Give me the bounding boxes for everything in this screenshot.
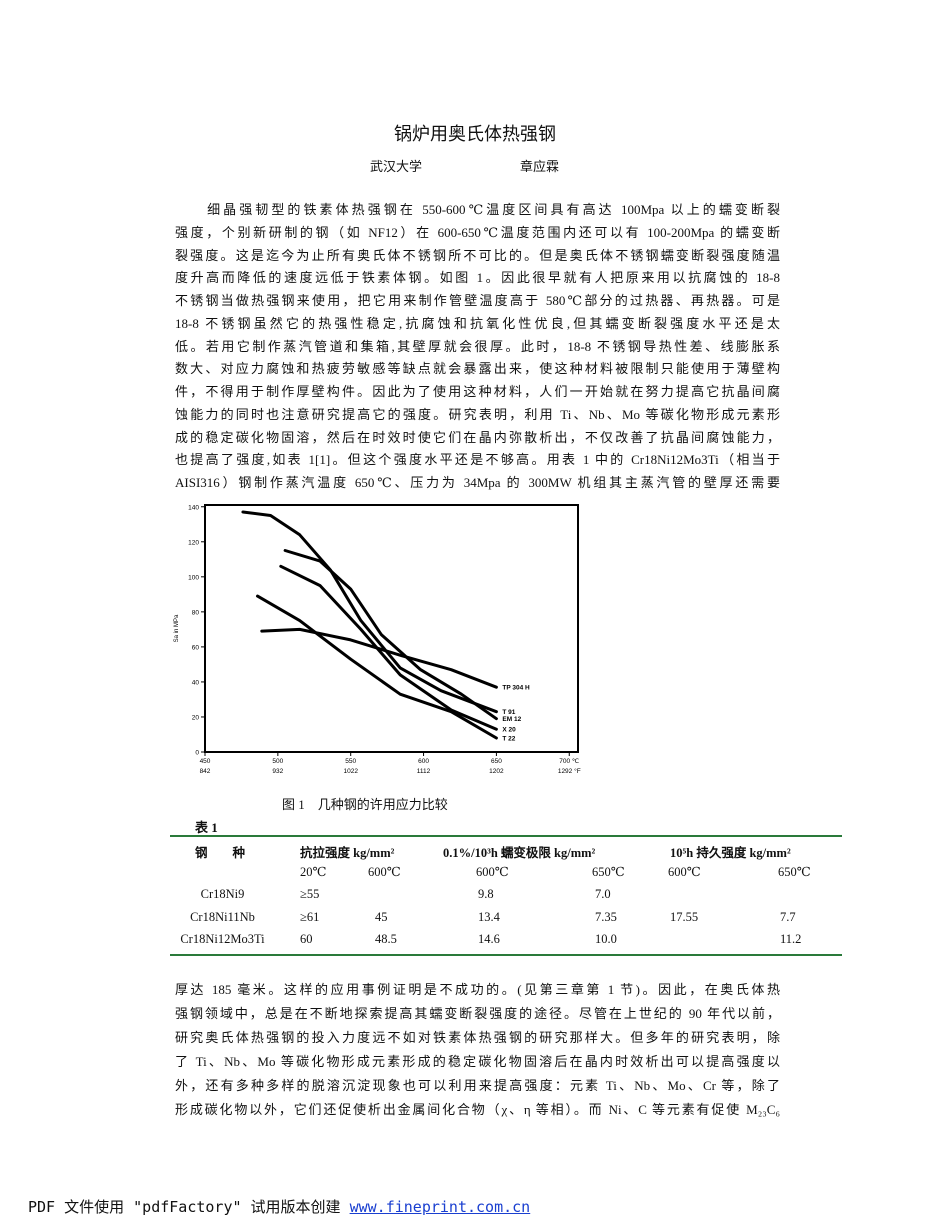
y-tick-label: 0 xyxy=(195,750,199,757)
table-cell: 13.4 xyxy=(478,909,500,924)
series-label: T 91 xyxy=(502,709,515,716)
column-header: 10⁵h 持久强度 kg/mm² xyxy=(670,846,791,860)
title: 锅炉用奥氏体热强钢 xyxy=(394,124,556,145)
x-tick-label: 600 xyxy=(418,758,429,765)
text-line: 件，不得用于制作厚壁构件。因此为了使用这种材料，人们一开始就在努力提高它抗晶间腐 xyxy=(175,384,780,399)
text-line: 低。若用它制作蒸汽管道和集箱,其壁厚就会很厚。此时，18-8 不锈钢导热性差、线… xyxy=(175,338,780,354)
column-subheader: 600℃ xyxy=(368,865,401,879)
footer: PDF 文件使用 "pdfFactory" 试用版本创建 www.finepri… xyxy=(28,1196,530,1217)
text-line: 蚀能力的同时也注意研究提高它的强度。研究表明，利用 Ti、Nb、Mo 等碳化物形… xyxy=(175,406,780,422)
table-cell: ≥55 xyxy=(300,887,320,901)
x-tick-label: 700 ℃ xyxy=(559,758,580,765)
series-label: X 20 xyxy=(502,727,516,734)
series-line xyxy=(256,594,498,740)
x-tick-label: 550 xyxy=(345,758,356,765)
table-cell: Cr18Ni11Nb xyxy=(190,909,255,924)
plot-frame xyxy=(204,504,579,753)
series-line xyxy=(241,510,498,714)
table-cell: 45 xyxy=(375,909,388,924)
text-line: 度升高而降低的速度远低于铁素体钢。如图 1。因此很早就有人把原来用以抗腐蚀的 1… xyxy=(175,270,780,286)
y-axis-label: Sa in MPa xyxy=(174,614,180,642)
column-header: 抗拉强度 kg/mm² xyxy=(300,846,395,860)
text-line: 也提高了强度,如表 1[1]。但这个强度水平还是不够高。用表 1 中的 Cr18… xyxy=(175,452,780,468)
table-cell: 14.6 xyxy=(478,932,500,946)
x2-tick-label: 1022 xyxy=(343,768,358,775)
series-line xyxy=(279,564,498,731)
series-label: EM 12 xyxy=(502,716,521,723)
x2-tick-label: 1202 xyxy=(489,768,504,775)
y-tick-label: 100 xyxy=(188,574,199,581)
series-label: TP 304 H xyxy=(502,685,530,692)
table-cell: 9.8 xyxy=(478,887,494,901)
table-cell: Cr18Ni12Mo3Ti xyxy=(180,932,265,946)
x2-tick-label: 932 xyxy=(272,768,283,775)
table-cell: 7.35 xyxy=(595,909,617,924)
x-tick-label: 500 xyxy=(272,758,283,765)
text-line: 研究奥氏体热强钢的投入力度远不如对铁素体热强钢的研究那样大。但多年的研究表明，除 xyxy=(175,1030,780,1045)
column-subheader: 600℃ xyxy=(476,865,509,879)
column-header: 钢 种 xyxy=(195,846,246,860)
table-cell: ≥61 xyxy=(300,909,320,924)
series-line xyxy=(283,549,498,721)
table-rule xyxy=(170,835,842,837)
y-tick-label: 20 xyxy=(192,714,200,721)
text-line: 了 Ti、Nb、Mo 等碳化物形成元素形成的稳定碳化物固溶后在晶内时效析出可以提… xyxy=(175,1054,780,1069)
table-cell: 10.0 xyxy=(595,932,617,946)
table-cell: 48.5 xyxy=(375,932,397,946)
table-cell: 11.2 xyxy=(780,932,802,946)
column-subheader: 650℃ xyxy=(778,865,811,879)
table-cell: 7.0 xyxy=(595,887,611,901)
y-tick-label: 80 xyxy=(192,609,200,616)
y-tick-label: 60 xyxy=(192,644,200,651)
column-subheader: 650℃ xyxy=(592,865,625,879)
x-tick-label: 450 xyxy=(200,758,211,765)
text-line: AISI316）钢制作蒸汽温度 650℃、压力为 34Mpa 的 300MW 机… xyxy=(175,475,780,490)
y-tick-label: 140 xyxy=(188,504,199,511)
y-tick-label: 40 xyxy=(192,679,200,686)
x2-tick-label: 1292 °F xyxy=(558,767,581,775)
footer-text: PDF 文件使用 "pdfFactory" 试用版本创建 xyxy=(28,1198,341,1216)
text-line: 成的稳定碳化物固溶，然后在时效时使它们在晶内弥散析出，不仅改善了抗晶间腐蚀能力， xyxy=(175,429,780,445)
text-line: 强钢领域中，总是在不断地探索提高其蠕变断裂强度的途径。尽管在上世纪的 90 年代… xyxy=(175,1006,780,1021)
series-label: T 22 xyxy=(502,735,515,742)
footer-link[interactable]: www.fineprint.com.cn xyxy=(349,1198,531,1216)
table-cell: Cr18Ni9 xyxy=(200,887,245,901)
chart: 0 20 40 60 80 100 120 140 450 500 550 600 650 700 ℃ 84… xyxy=(174,504,581,775)
text-line: 强度，个别新研制的钢（如 NF12）在 600-650℃温度范围内还可以有 10… xyxy=(175,224,780,240)
x-tick-label: 650 xyxy=(491,758,502,765)
text-line: 厚达 185 毫米。这样的应用事例证明是不成功的。(见第三章第 1 节)。因此，… xyxy=(175,982,780,997)
text-line: 数大、对应力腐蚀和热疲劳敏感等缺点就会暴露出来，使这种材料被限制只能使用于薄壁构 xyxy=(175,361,780,377)
column-header: 0.1%/10³h 蠕变极限 kg/mm² xyxy=(443,846,596,860)
figure-caption: 图 1 几种钢的许用应力比较 xyxy=(282,797,448,812)
table-cell: 60 xyxy=(300,932,313,946)
column-subheader: 20℃ xyxy=(300,865,327,879)
author: 章应霖 xyxy=(520,159,560,174)
column-subheader: 600℃ xyxy=(668,865,701,879)
text-line: 裂强度。这是迄今为止所有奥氏体不锈钢所不可比的。但是奥氏体不锈钢蠕变断裂强度随温 xyxy=(175,247,780,263)
table-cell: 17.55 xyxy=(670,909,699,924)
text-line: 形成碳化物以外，它们还促使析出金属间化合物（χ、η 等相）。而 Ni、C 等元素… xyxy=(175,1102,780,1117)
text-line: 细晶强韧型的铁素体热强钢在 550-600℃温度区间具有高达 100Mpa 以上… xyxy=(175,202,780,217)
text-line: 外，还有多种多样的脱溶沉淀现象也可以利用来提高强度：元素 Ti、Nb、Mo、Cr… xyxy=(175,1078,780,1093)
x2-tick-label: 1112 xyxy=(417,768,431,775)
table-cell: 7.7 xyxy=(780,909,796,924)
text-line: 18-8 不锈钢虽然它的热强性稳定,抗腐蚀和抗氧化性优良,但其蠕变断裂强度水平还… xyxy=(175,315,780,331)
y-tick-label: 120 xyxy=(188,539,199,546)
x2-tick-label: 842 xyxy=(200,768,211,775)
table-label: 表 1 xyxy=(195,820,218,835)
text-line: 不锈钢当做热强钢来使用，把它用来制作管壁温度高于 580℃部分的过热器、再热器。… xyxy=(175,293,780,308)
affiliation: 武汉大学 xyxy=(370,159,423,174)
table-rule xyxy=(170,954,842,956)
